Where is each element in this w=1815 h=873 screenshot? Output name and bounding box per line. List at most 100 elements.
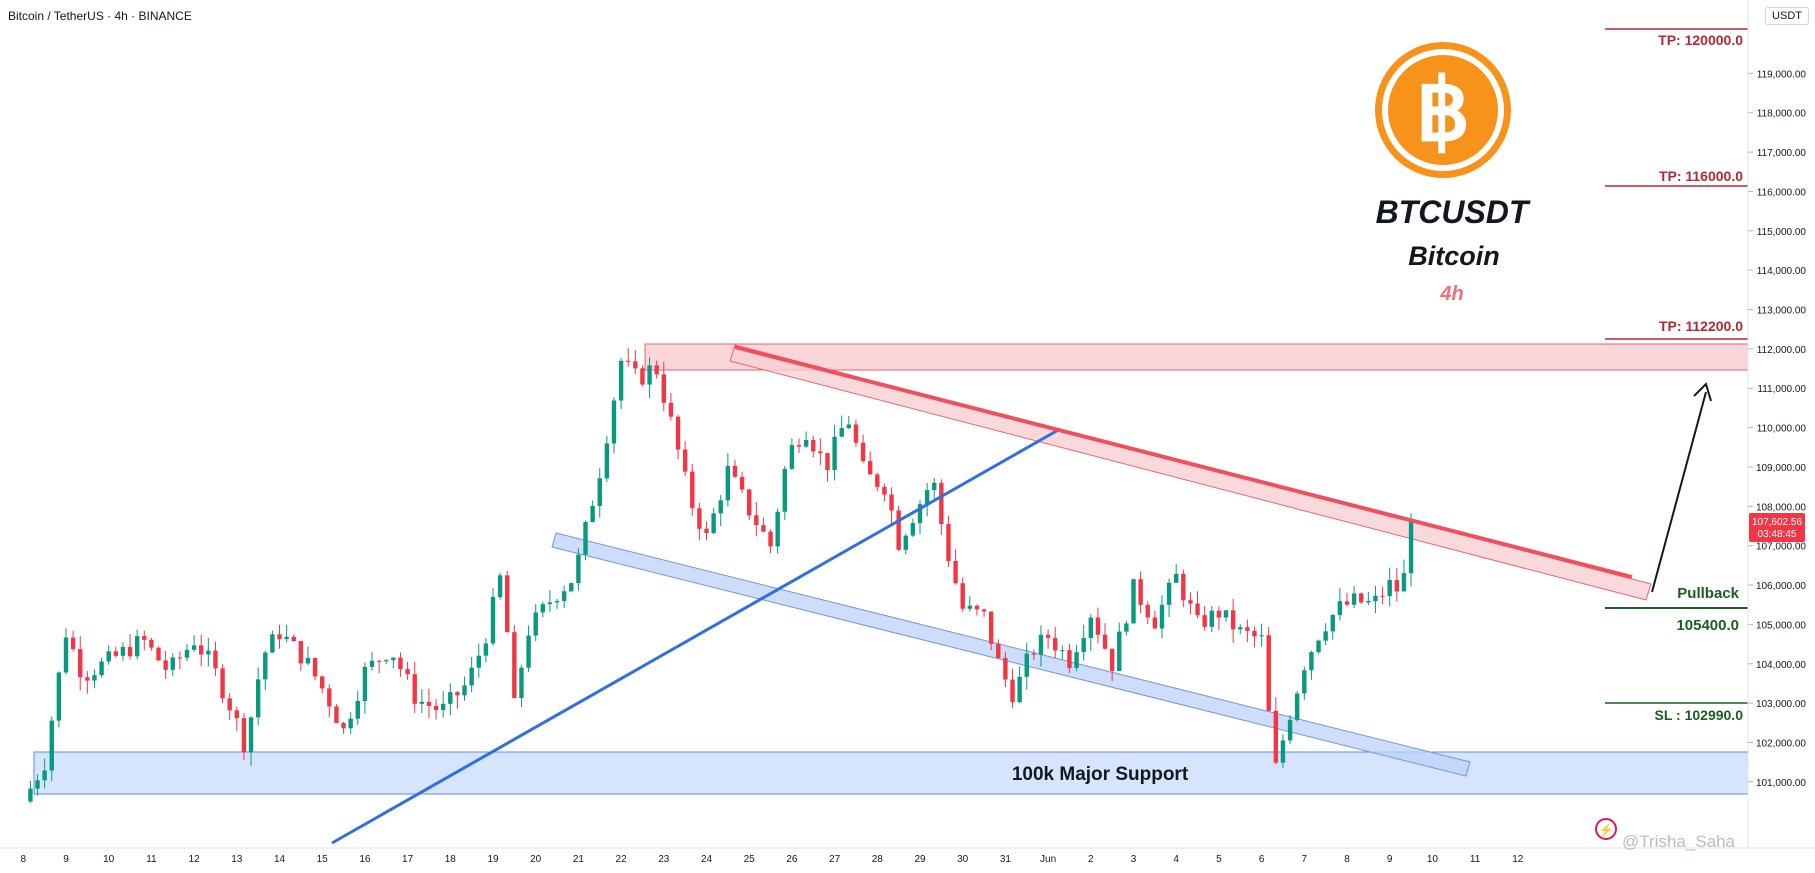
candle-down [1380, 595, 1385, 597]
candle-up [191, 645, 197, 650]
candle-up [789, 445, 795, 469]
candle-down [875, 474, 880, 487]
candle-down [1095, 617, 1101, 635]
candle-up [1259, 635, 1264, 637]
candle-down [1245, 627, 1250, 631]
candle-up [1401, 573, 1407, 592]
candle-down [640, 368, 645, 385]
x-tick-label: 11 [1470, 854, 1481, 865]
candle-down [85, 677, 90, 681]
candle-down [981, 609, 987, 612]
candle-up [476, 655, 481, 668]
candle-down [996, 643, 1001, 659]
candle-up [1209, 610, 1214, 627]
x-tick-label: 30 [957, 854, 969, 865]
candle-down [320, 676, 325, 689]
candle-up [1373, 595, 1378, 602]
candle-down [1053, 637, 1058, 651]
x-tick-label: 24 [701, 854, 713, 865]
candle-down [70, 637, 76, 650]
y-tick-label: 109,000.00 [1756, 463, 1806, 474]
candle-up [170, 657, 175, 670]
current-price-countdown: 03:48:45 [1758, 529, 1797, 540]
x-tick-label: 9 [1387, 854, 1393, 865]
candle-down [825, 453, 830, 471]
candle-up [206, 650, 211, 655]
candle-up [255, 679, 261, 718]
y-tick-label: 112,000.00 [1757, 345, 1807, 356]
x-tick-label: 9 [63, 854, 69, 865]
candle-up [284, 636, 289, 640]
candle-down [1188, 600, 1193, 604]
time-axis[interactable]: 8 9 10 11 12 13 14 15 16 17 18 19 20 21 22 23 24 25 26 27 28… [0, 847, 1815, 868]
candle-down [241, 718, 247, 753]
candle-down [227, 698, 232, 711]
x-tick-label: 5 [1216, 854, 1222, 865]
candle-up [1060, 650, 1065, 652]
candle-up [1337, 601, 1343, 616]
candle-down [739, 476, 745, 490]
x-tick-label: 3 [1131, 854, 1137, 865]
candle-down [199, 645, 204, 655]
currency-selector[interactable]: USDT [1765, 7, 1809, 25]
candle-down [149, 639, 154, 648]
brand-timeframe: 4h [1439, 283, 1463, 305]
candle-up [547, 602, 553, 605]
candle-down [505, 575, 510, 633]
candle-down [156, 647, 161, 661]
candle-up [99, 661, 104, 676]
candle-up [440, 703, 446, 711]
brand-name: Bitcoin [1408, 241, 1500, 271]
candle-up [782, 468, 787, 512]
candle-up [917, 504, 923, 524]
candle-up [63, 637, 69, 673]
x-tick-label: 11 [146, 854, 157, 865]
candle-up [611, 400, 617, 444]
rising-trendline [331, 427, 1061, 845]
candle-up [932, 482, 937, 491]
candle-down [988, 611, 994, 644]
x-tick-label: 31 [1000, 854, 1012, 865]
x-tick-label: 19 [487, 854, 499, 865]
candle-up [1408, 521, 1414, 574]
y-tick-label: 118,000.00 [1757, 109, 1807, 120]
watermark: ⚡ @Trisha_Saha [1595, 818, 1736, 851]
x-tick-label: 17 [402, 854, 414, 865]
candle-up [1280, 740, 1286, 763]
candle-up [106, 651, 111, 662]
candle-down [633, 361, 638, 369]
candle-down [889, 494, 894, 511]
candle-up [775, 511, 780, 547]
price-axis[interactable]: 101,000.00 102,000.00 103,000.00 104,000.00… [1747, 0, 1815, 868]
candle-up [1024, 653, 1029, 677]
x-tick-label: 27 [829, 854, 841, 865]
candle-down [1067, 650, 1072, 668]
x-tick-label: 28 [872, 854, 884, 865]
svg-text:฿: ฿ [1416, 63, 1471, 159]
projection-arrow-line [1651, 391, 1707, 593]
candle-up [554, 601, 560, 603]
candle-down [78, 649, 83, 678]
y-tick-label: 114,000.00 [1757, 266, 1807, 277]
candle-down [163, 660, 168, 670]
candle-down [682, 449, 688, 472]
candle-up [92, 675, 97, 681]
candle-down [768, 531, 773, 547]
candle-up [42, 770, 47, 781]
candle-up [1309, 652, 1314, 671]
candle-down [661, 374, 666, 403]
candle-down [1003, 658, 1008, 680]
candle-down [1031, 653, 1037, 655]
candle-down [312, 658, 318, 677]
candle-up [1223, 610, 1229, 618]
candle-down [455, 692, 460, 696]
x-tick-label: 12 [189, 854, 201, 865]
candle-up [56, 672, 62, 721]
candle-up [1387, 580, 1392, 597]
y-tick-label: 101,000.00 [1756, 778, 1806, 789]
support-zone [33, 751, 1749, 795]
candle-down [1152, 617, 1158, 629]
candle-up [1081, 638, 1086, 653]
